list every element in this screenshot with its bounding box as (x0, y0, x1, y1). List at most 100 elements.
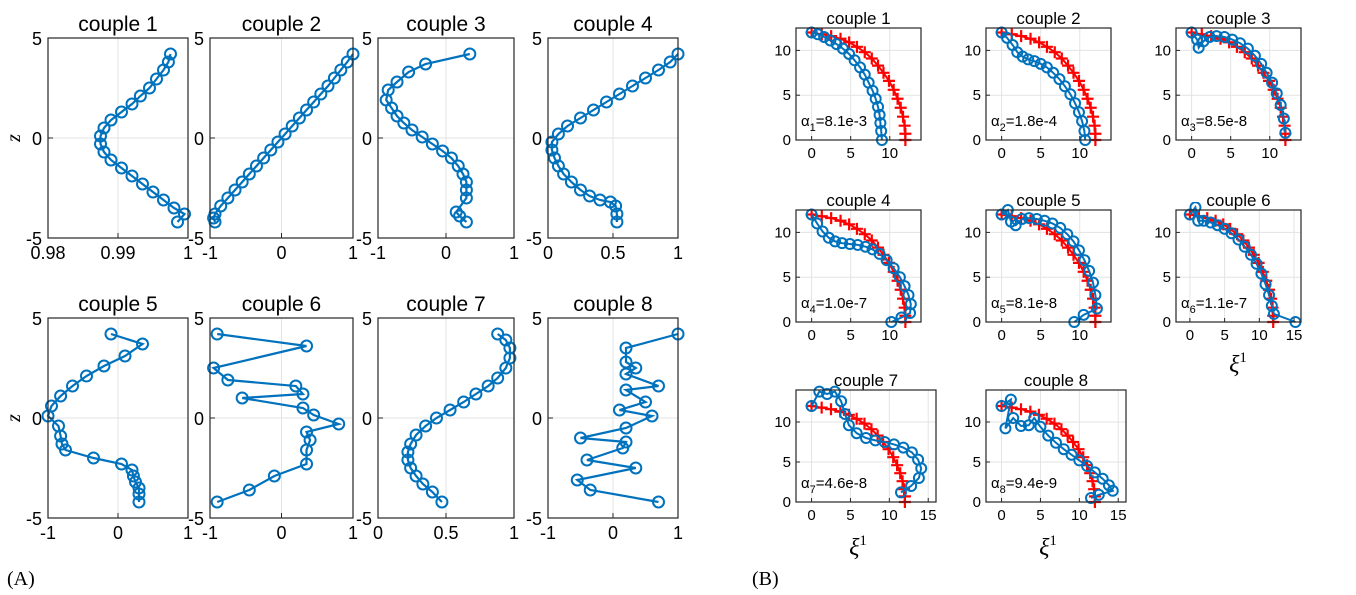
x-tick-label: 0 (276, 243, 286, 263)
xi-base: ξ (1229, 352, 1240, 378)
data-point-circle (813, 385, 826, 398)
data-point-circle (872, 100, 885, 113)
data-point-circle (609, 199, 623, 213)
data-point-circle (307, 95, 321, 109)
x-tick-label: 10 (1261, 145, 1278, 162)
data-point-circle (409, 469, 423, 483)
y-tick-label: 0 (973, 132, 981, 149)
y-tick-label: 10 (774, 414, 791, 431)
y-tick-label: 5 (973, 454, 981, 471)
data-point-circle (300, 443, 314, 457)
data-point-circle (1191, 33, 1204, 46)
data-point-circle (334, 63, 348, 77)
x-tick-label: 0 (997, 145, 1005, 162)
data-point-circle (580, 453, 594, 467)
plot-area (41, 327, 149, 509)
alpha-value: =8.5e-8 (1196, 113, 1247, 130)
data-point-circle (616, 441, 630, 455)
data-point-plus (858, 228, 871, 241)
x-tick-label: 10 (881, 327, 898, 344)
x-tick-label: 1 (183, 243, 193, 263)
y-tick-label: -5 (356, 229, 372, 249)
data-point-circle (805, 400, 818, 412)
data-point-circle (893, 271, 906, 284)
data-point-circle (405, 123, 419, 137)
data-point-circle (629, 461, 643, 475)
data-point-circle (221, 191, 235, 205)
data-point-plus (896, 475, 909, 488)
data-point-circle (1277, 112, 1290, 125)
data-point-circle (999, 422, 1012, 435)
data-point-circle (839, 408, 851, 420)
data-point-circle (1089, 289, 1102, 302)
y-tick-label: -5 (356, 509, 372, 529)
data-point-circle (459, 175, 473, 189)
data-point-circle (104, 153, 118, 167)
data-point-plus (1048, 417, 1061, 430)
data-point-circle (1211, 219, 1224, 232)
y-tick-label: -5 (526, 229, 542, 249)
data-point-circle (164, 47, 177, 61)
data-point-circle (463, 47, 477, 61)
y-tick-label: 5 (783, 87, 791, 104)
chart-title: couple 4 (826, 191, 890, 210)
y-tick-label: 0 (194, 409, 204, 429)
data-point-circle (645, 409, 659, 423)
data-point-plus (865, 52, 878, 65)
data-point-circle (1047, 66, 1060, 79)
data-point-circle (1238, 240, 1251, 253)
data-point-circle (843, 238, 856, 251)
plot-area (995, 26, 1102, 146)
x-tick-label: 10 (1251, 327, 1268, 344)
y-tick-label: -5 (188, 509, 204, 529)
data-point-circle (499, 361, 513, 375)
data-point-circle (242, 483, 256, 497)
data-point-plus (1072, 74, 1085, 87)
x-tick-label: 1 (673, 243, 683, 263)
chart-title: couple 4 (573, 13, 653, 36)
data-point-circle (1042, 429, 1055, 442)
x-tick-label: 1 (509, 523, 519, 543)
data-point-circle (1267, 307, 1280, 320)
data-point-circle (1007, 412, 1020, 424)
data-point-circle (178, 207, 191, 221)
series-line-1 (212, 53, 354, 223)
data-point-circle (459, 215, 473, 229)
data-point-plus (825, 212, 838, 225)
data-point-circle (613, 403, 626, 417)
plot-area (805, 385, 928, 508)
xi-superscript: 1 (859, 533, 867, 549)
alpha-symbol: α (991, 113, 1000, 130)
data-point-circle (289, 379, 303, 393)
chart-a-3: -1 0 1 5 0 -5 couple 3 (356, 13, 519, 263)
data-point-circle (829, 235, 842, 248)
alpha-annotation: α8=9.4e-9 (991, 475, 1057, 496)
alpha-annotation: α3=8.5e-8 (1181, 113, 1247, 134)
plot-area (379, 47, 477, 229)
data-point-circle (459, 183, 473, 197)
plot-area (805, 26, 912, 146)
y-tick-label: -5 (26, 229, 42, 249)
data-point-circle (895, 486, 907, 499)
y-tick-label: 10 (1154, 224, 1171, 241)
data-point-circle (115, 161, 128, 175)
data-point-circle (545, 143, 559, 157)
data-point-plus (1055, 52, 1068, 65)
data-point-circle (300, 457, 314, 471)
x-tick-label: 1 (509, 243, 519, 263)
chart-b-6: 0 5 10 15 10 5 0 couple 6 α6=1.1e-7 (1154, 191, 1302, 344)
data-point-plus (850, 40, 863, 53)
x-tick-label: 0 (113, 523, 123, 543)
data-point-circle (94, 137, 107, 151)
y-tick-label: 0 (362, 129, 372, 149)
data-point-circle (1197, 214, 1210, 227)
data-point-circle (97, 359, 111, 373)
data-point-circle (821, 388, 834, 400)
x-tick-label: 10 (1071, 507, 1088, 524)
data-point-circle (104, 327, 118, 341)
data-point-circle (264, 143, 278, 157)
y-tick-label: 10 (774, 42, 791, 59)
alpha-symbol: α (991, 475, 1000, 492)
data-point-circle (54, 429, 68, 443)
